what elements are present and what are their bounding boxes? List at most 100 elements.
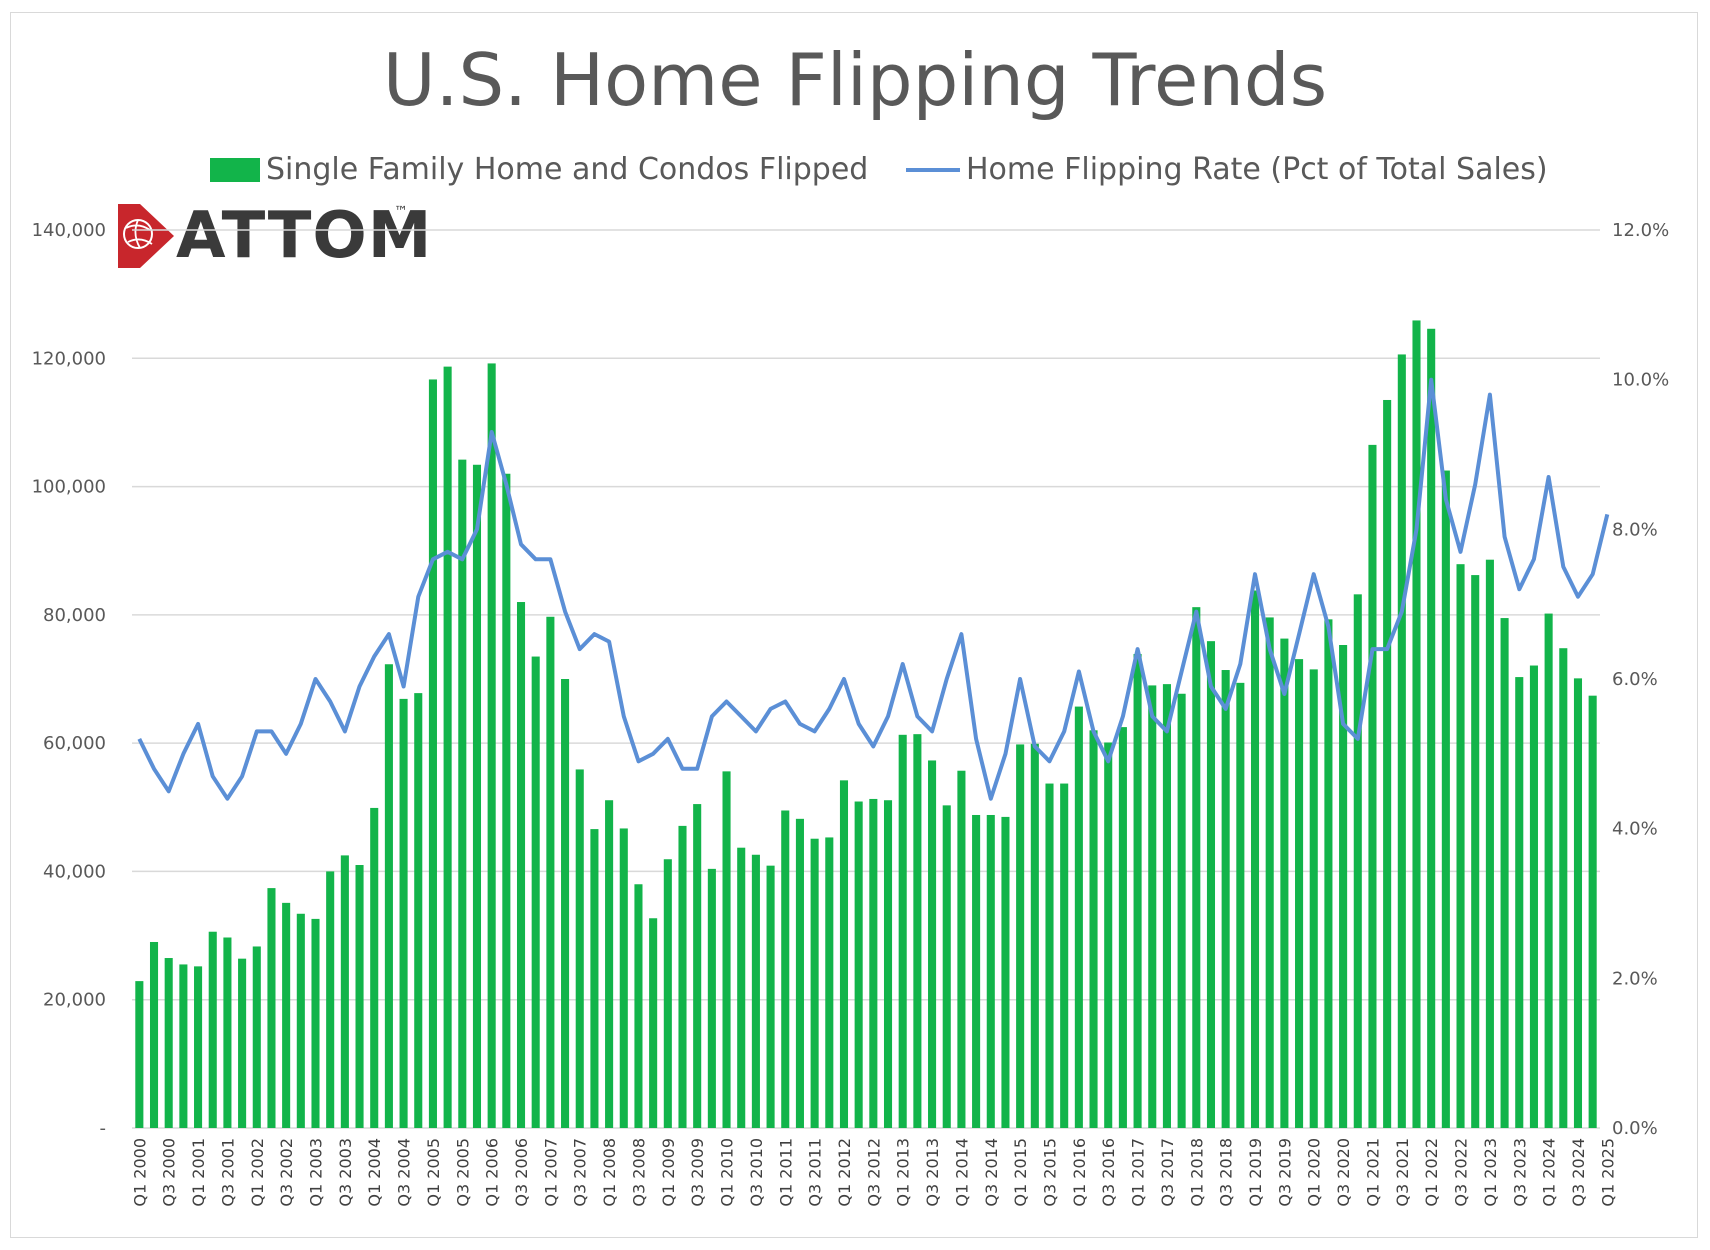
x-tick-label: Q1 2001	[189, 1138, 208, 1207]
bar	[634, 884, 643, 1128]
bar	[1309, 669, 1318, 1128]
bar	[810, 838, 819, 1128]
bar	[179, 964, 188, 1128]
x-tick-label: Q3 2003	[336, 1138, 355, 1207]
right-tick-label: 2.0%	[1612, 968, 1658, 989]
bar	[942, 805, 951, 1128]
bar	[311, 918, 320, 1128]
bar	[1397, 354, 1406, 1128]
bar	[223, 937, 232, 1128]
x-tick-label: Q1 2025	[1598, 1138, 1617, 1207]
bar	[531, 656, 540, 1128]
bar	[1162, 684, 1171, 1128]
x-tick-label: Q3 2016	[1099, 1138, 1118, 1207]
x-tick-label: Q3 2001	[218, 1138, 237, 1207]
bar	[751, 854, 760, 1128]
x-tick-label: Q1 2006	[483, 1138, 502, 1207]
legend-item-bars: Single Family Home and Condos Flipped	[210, 152, 868, 187]
right-tick-label: 12.0%	[1612, 220, 1669, 241]
x-tick-label: Q1 2014	[952, 1138, 971, 1207]
left-tick-label: 40,000	[43, 861, 106, 882]
x-tick-label: Q3 2019	[1275, 1138, 1294, 1207]
bar	[649, 918, 658, 1128]
bar	[1221, 670, 1230, 1128]
bar	[414, 693, 423, 1128]
bar	[737, 847, 746, 1128]
bar	[678, 825, 687, 1128]
x-tick-label: Q1 2000	[130, 1138, 149, 1207]
chart-title: U.S. Home Flipping Trends	[382, 38, 1328, 122]
line-series	[137, 377, 1610, 801]
right-tick-label: 6.0%	[1612, 669, 1658, 690]
x-tick-label: Q3 2021	[1393, 1138, 1412, 1207]
bar	[1295, 659, 1304, 1128]
bar	[355, 865, 364, 1128]
bar	[238, 958, 247, 1128]
x-tick-label: Q3 2024	[1569, 1138, 1588, 1207]
x-tick-label: Q1 2015	[1011, 1138, 1030, 1207]
x-tick-label: Q3 2010	[747, 1138, 766, 1207]
bar	[502, 473, 511, 1128]
bar	[1500, 618, 1509, 1128]
x-tick-label: Q3 2009	[688, 1138, 707, 1207]
bar	[282, 902, 291, 1128]
bar	[1383, 399, 1392, 1128]
bar	[854, 801, 863, 1128]
x-tick-label: Q1 2020	[1305, 1138, 1324, 1207]
bar	[428, 379, 437, 1128]
x-tick-label: Q1 2004	[365, 1138, 384, 1207]
legend: Single Family Home and Condos Flipped Ho…	[0, 152, 1710, 196]
x-tick-label: Q1 2013	[894, 1138, 913, 1207]
x-tick-label: Q1 2022	[1422, 1138, 1441, 1207]
x-axis-ticks: Q1 2000 Q3 2000 Q1 2001 Q3 2001 Q1 2002 Q3 20…	[130, 1138, 1617, 1207]
legend-bar-label: Single Family Home and Condos Flipped	[266, 152, 869, 187]
x-tick-label: Q3 2023	[1510, 1138, 1529, 1207]
x-tick-label: Q3 2012	[864, 1138, 883, 1207]
bar	[1250, 590, 1260, 1128]
bar	[252, 946, 261, 1128]
bar	[561, 679, 570, 1128]
bar	[1471, 575, 1480, 1128]
x-tick-label: Q1 2011	[776, 1138, 795, 1207]
gridlines	[132, 229, 1600, 1129]
bar	[1177, 693, 1186, 1128]
bar-series	[135, 320, 1597, 1129]
bar	[164, 958, 173, 1128]
x-tick-label: Q3 2020	[1334, 1138, 1353, 1207]
x-tick-label: Q3 2004	[395, 1138, 414, 1207]
bar	[546, 616, 555, 1128]
bar	[296, 913, 305, 1128]
logo-text: ATTOM	[176, 199, 433, 273]
bar	[340, 855, 349, 1128]
x-tick-label: Q1 2007	[541, 1138, 560, 1207]
bar	[1192, 607, 1201, 1128]
bar	[722, 771, 731, 1128]
bar	[957, 770, 966, 1128]
bar	[1559, 648, 1568, 1128]
bar	[208, 931, 217, 1128]
bar	[986, 814, 995, 1128]
bar	[1030, 743, 1039, 1128]
x-tick-label: Q3 2006	[512, 1138, 531, 1207]
bar	[1412, 320, 1421, 1129]
left-tick-label: 100,000	[32, 477, 106, 498]
legend-bar-swatch	[210, 157, 260, 182]
x-tick-label: Q1 2002	[248, 1138, 267, 1207]
bar	[326, 871, 335, 1128]
logo-mark-icon	[118, 204, 174, 268]
x-tick-label: Q1 2024	[1540, 1138, 1559, 1207]
left-tick-label: 80,000	[43, 605, 106, 626]
right-tick-label: 10.0%	[1612, 370, 1669, 391]
left-tick-label: 140,000	[32, 220, 106, 241]
bar	[781, 810, 790, 1128]
x-tick-label: Q1 2003	[307, 1138, 326, 1207]
bar	[135, 981, 144, 1128]
bar	[1206, 641, 1216, 1128]
bar	[1280, 638, 1289, 1128]
bar	[795, 818, 804, 1128]
bar	[619, 828, 628, 1128]
bar	[1456, 564, 1465, 1128]
left-axis-ticks: - 20,000 40,000 60,000 80,000 100,000 120,000 1…	[32, 220, 106, 1139]
legend-line-label: Home Flipping Rate (Pct of Total Sales)	[966, 152, 1548, 187]
bar	[384, 664, 393, 1128]
